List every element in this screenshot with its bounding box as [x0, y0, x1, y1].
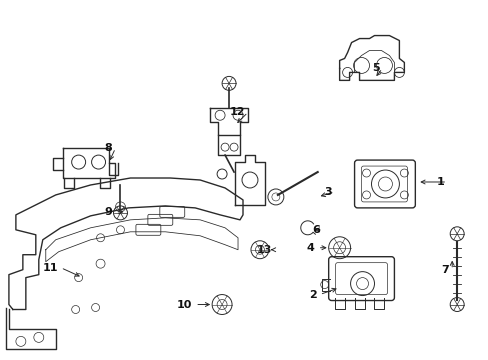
Text: 7: 7: [441, 265, 448, 275]
Text: 8: 8: [104, 143, 112, 153]
Text: 1: 1: [436, 177, 443, 187]
Text: 5: 5: [371, 63, 379, 73]
Text: 11: 11: [42, 263, 58, 273]
Text: 4: 4: [306, 243, 314, 253]
Text: 9: 9: [104, 207, 112, 217]
Text: 13: 13: [256, 245, 271, 255]
Text: 3: 3: [324, 187, 331, 197]
Text: 6: 6: [311, 225, 319, 235]
Text: 10: 10: [177, 300, 192, 310]
Text: 12: 12: [229, 107, 244, 117]
Text: 2: 2: [308, 289, 316, 300]
